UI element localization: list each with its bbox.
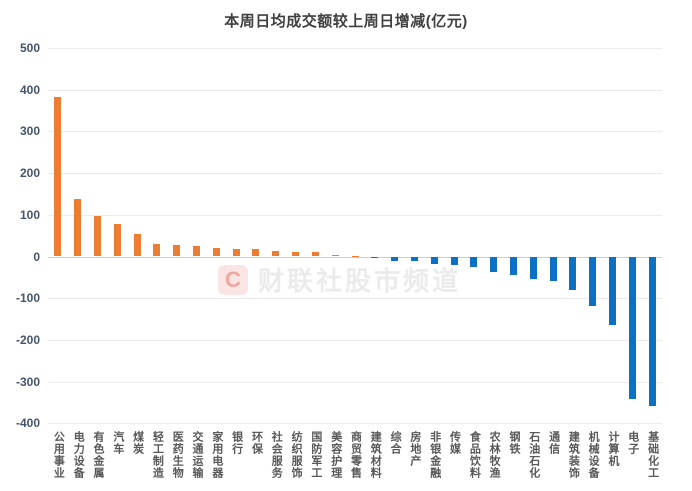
gridline xyxy=(48,214,662,216)
bar-美容护理 xyxy=(331,254,339,257)
bar-建筑装饰 xyxy=(569,257,577,290)
gridline xyxy=(48,131,662,133)
bar-社会服务 xyxy=(272,251,280,257)
x-axis-category-label: 轻工制造 xyxy=(151,431,164,479)
bar-传媒 xyxy=(450,257,458,265)
x-axis-category-label: 国防军工 xyxy=(309,431,322,479)
gridline xyxy=(48,381,662,383)
bar-银行 xyxy=(232,248,240,257)
bar-国防军工 xyxy=(311,252,319,257)
bar-商贸零售 xyxy=(351,255,359,257)
x-axis-category-label: 家用电器 xyxy=(210,431,223,479)
y-axis-tick-label: 100 xyxy=(19,207,40,222)
x-axis-category-label: 电力设备 xyxy=(72,431,85,479)
bar-综合 xyxy=(391,257,399,261)
y-axis-tick-label: 500 xyxy=(19,41,40,55)
x-axis-category-label: 房地产 xyxy=(408,431,421,467)
bar-家用电器 xyxy=(212,247,220,257)
x-axis-category-label: 建筑装饰 xyxy=(567,431,580,479)
y-axis-tick-label: 400 xyxy=(19,82,40,97)
x-axis-category-label: 农林牧渔 xyxy=(488,431,501,479)
x-axis-category-label: 汽车 xyxy=(111,431,124,455)
bar-交通运输 xyxy=(193,246,201,257)
y-axis-tick-label: -300 xyxy=(15,374,40,389)
bar-公用事业 xyxy=(54,97,62,257)
x-axis-category-label: 社会服务 xyxy=(270,431,283,479)
gridline xyxy=(48,48,662,49)
watermark-logo-icon: C xyxy=(218,264,248,295)
x-axis-category-label: 美容护理 xyxy=(329,431,342,479)
bar-房地产 xyxy=(410,257,418,262)
gridline xyxy=(48,298,662,300)
bar-通信 xyxy=(549,257,557,282)
gridline xyxy=(48,423,662,425)
bar-食品饮料 xyxy=(470,257,478,267)
y-axis-tick-label: 200 xyxy=(19,166,40,181)
bar-纺织服饰 xyxy=(292,251,300,257)
bar-机械设备 xyxy=(589,257,597,307)
x-axis-category-label: 通信 xyxy=(547,431,560,455)
x-axis-category-label: 有色金属 xyxy=(92,431,105,479)
gridline xyxy=(48,173,662,175)
x-axis-category-label: 食品饮料 xyxy=(468,431,481,479)
gridline xyxy=(48,339,662,341)
bar-建筑材料 xyxy=(371,257,379,258)
gridline xyxy=(48,89,662,91)
x-axis-category-label: 基础化工 xyxy=(646,431,659,479)
x-axis-category-label: 银行 xyxy=(230,431,243,455)
x-axis-category-label: 煤炭 xyxy=(131,431,144,455)
bar-石油石化 xyxy=(529,257,537,279)
y-axis-tick-label: 300 xyxy=(19,124,40,139)
y-axis-tick-label: -100 xyxy=(15,291,40,306)
bar-轻工制造 xyxy=(153,243,161,257)
bar-煤炭 xyxy=(133,233,141,257)
x-axis-category-label: 传媒 xyxy=(448,431,461,455)
bar-有色金属 xyxy=(94,215,102,257)
x-axis-category-label: 非银金融 xyxy=(428,431,441,479)
zero-axis-line xyxy=(48,256,662,258)
bar-农林牧渔 xyxy=(490,257,498,272)
x-axis-category-label: 商贸零售 xyxy=(349,431,362,479)
x-axis-category-label: 环保 xyxy=(250,431,263,455)
x-axis-category-label: 综合 xyxy=(389,431,402,455)
y-axis-tick-label: -400 xyxy=(15,416,40,431)
y-axis-tick-label: -200 xyxy=(15,332,40,347)
bar-钢铁 xyxy=(509,257,517,275)
x-axis-category-label: 计算机 xyxy=(606,431,619,467)
chart-title: 本周日均成交额较上周日增减(亿元) xyxy=(224,13,468,30)
bar-计算机 xyxy=(608,257,616,325)
bar-医药生物 xyxy=(173,245,181,257)
bar-环保 xyxy=(252,248,260,257)
x-axis-category-label: 电子 xyxy=(626,431,639,455)
bar-电子 xyxy=(628,257,636,399)
x-axis-category-label: 纺织服饰 xyxy=(290,431,303,479)
x-axis-category-label: 公用事业 xyxy=(52,431,65,479)
x-axis-category-label: 医药生物 xyxy=(171,431,184,479)
x-axis-category-label: 机械设备 xyxy=(587,431,600,479)
x-axis-category-label: 交通运输 xyxy=(191,431,204,479)
bar-汽车 xyxy=(113,223,121,257)
bar-电力设备 xyxy=(74,198,82,257)
bar-基础化工 xyxy=(648,257,656,406)
watermark: C 财联社股市频道 xyxy=(218,261,461,298)
x-axis-category-label: 石油石化 xyxy=(527,431,540,479)
watermark-text: 财联社股市频道 xyxy=(258,266,462,296)
bar-非银金融 xyxy=(430,257,438,265)
x-axis-category-label: 建筑材料 xyxy=(369,431,382,479)
y-axis-tick-label: 0 xyxy=(33,249,40,264)
x-axis-category-label: 钢铁 xyxy=(507,431,520,455)
